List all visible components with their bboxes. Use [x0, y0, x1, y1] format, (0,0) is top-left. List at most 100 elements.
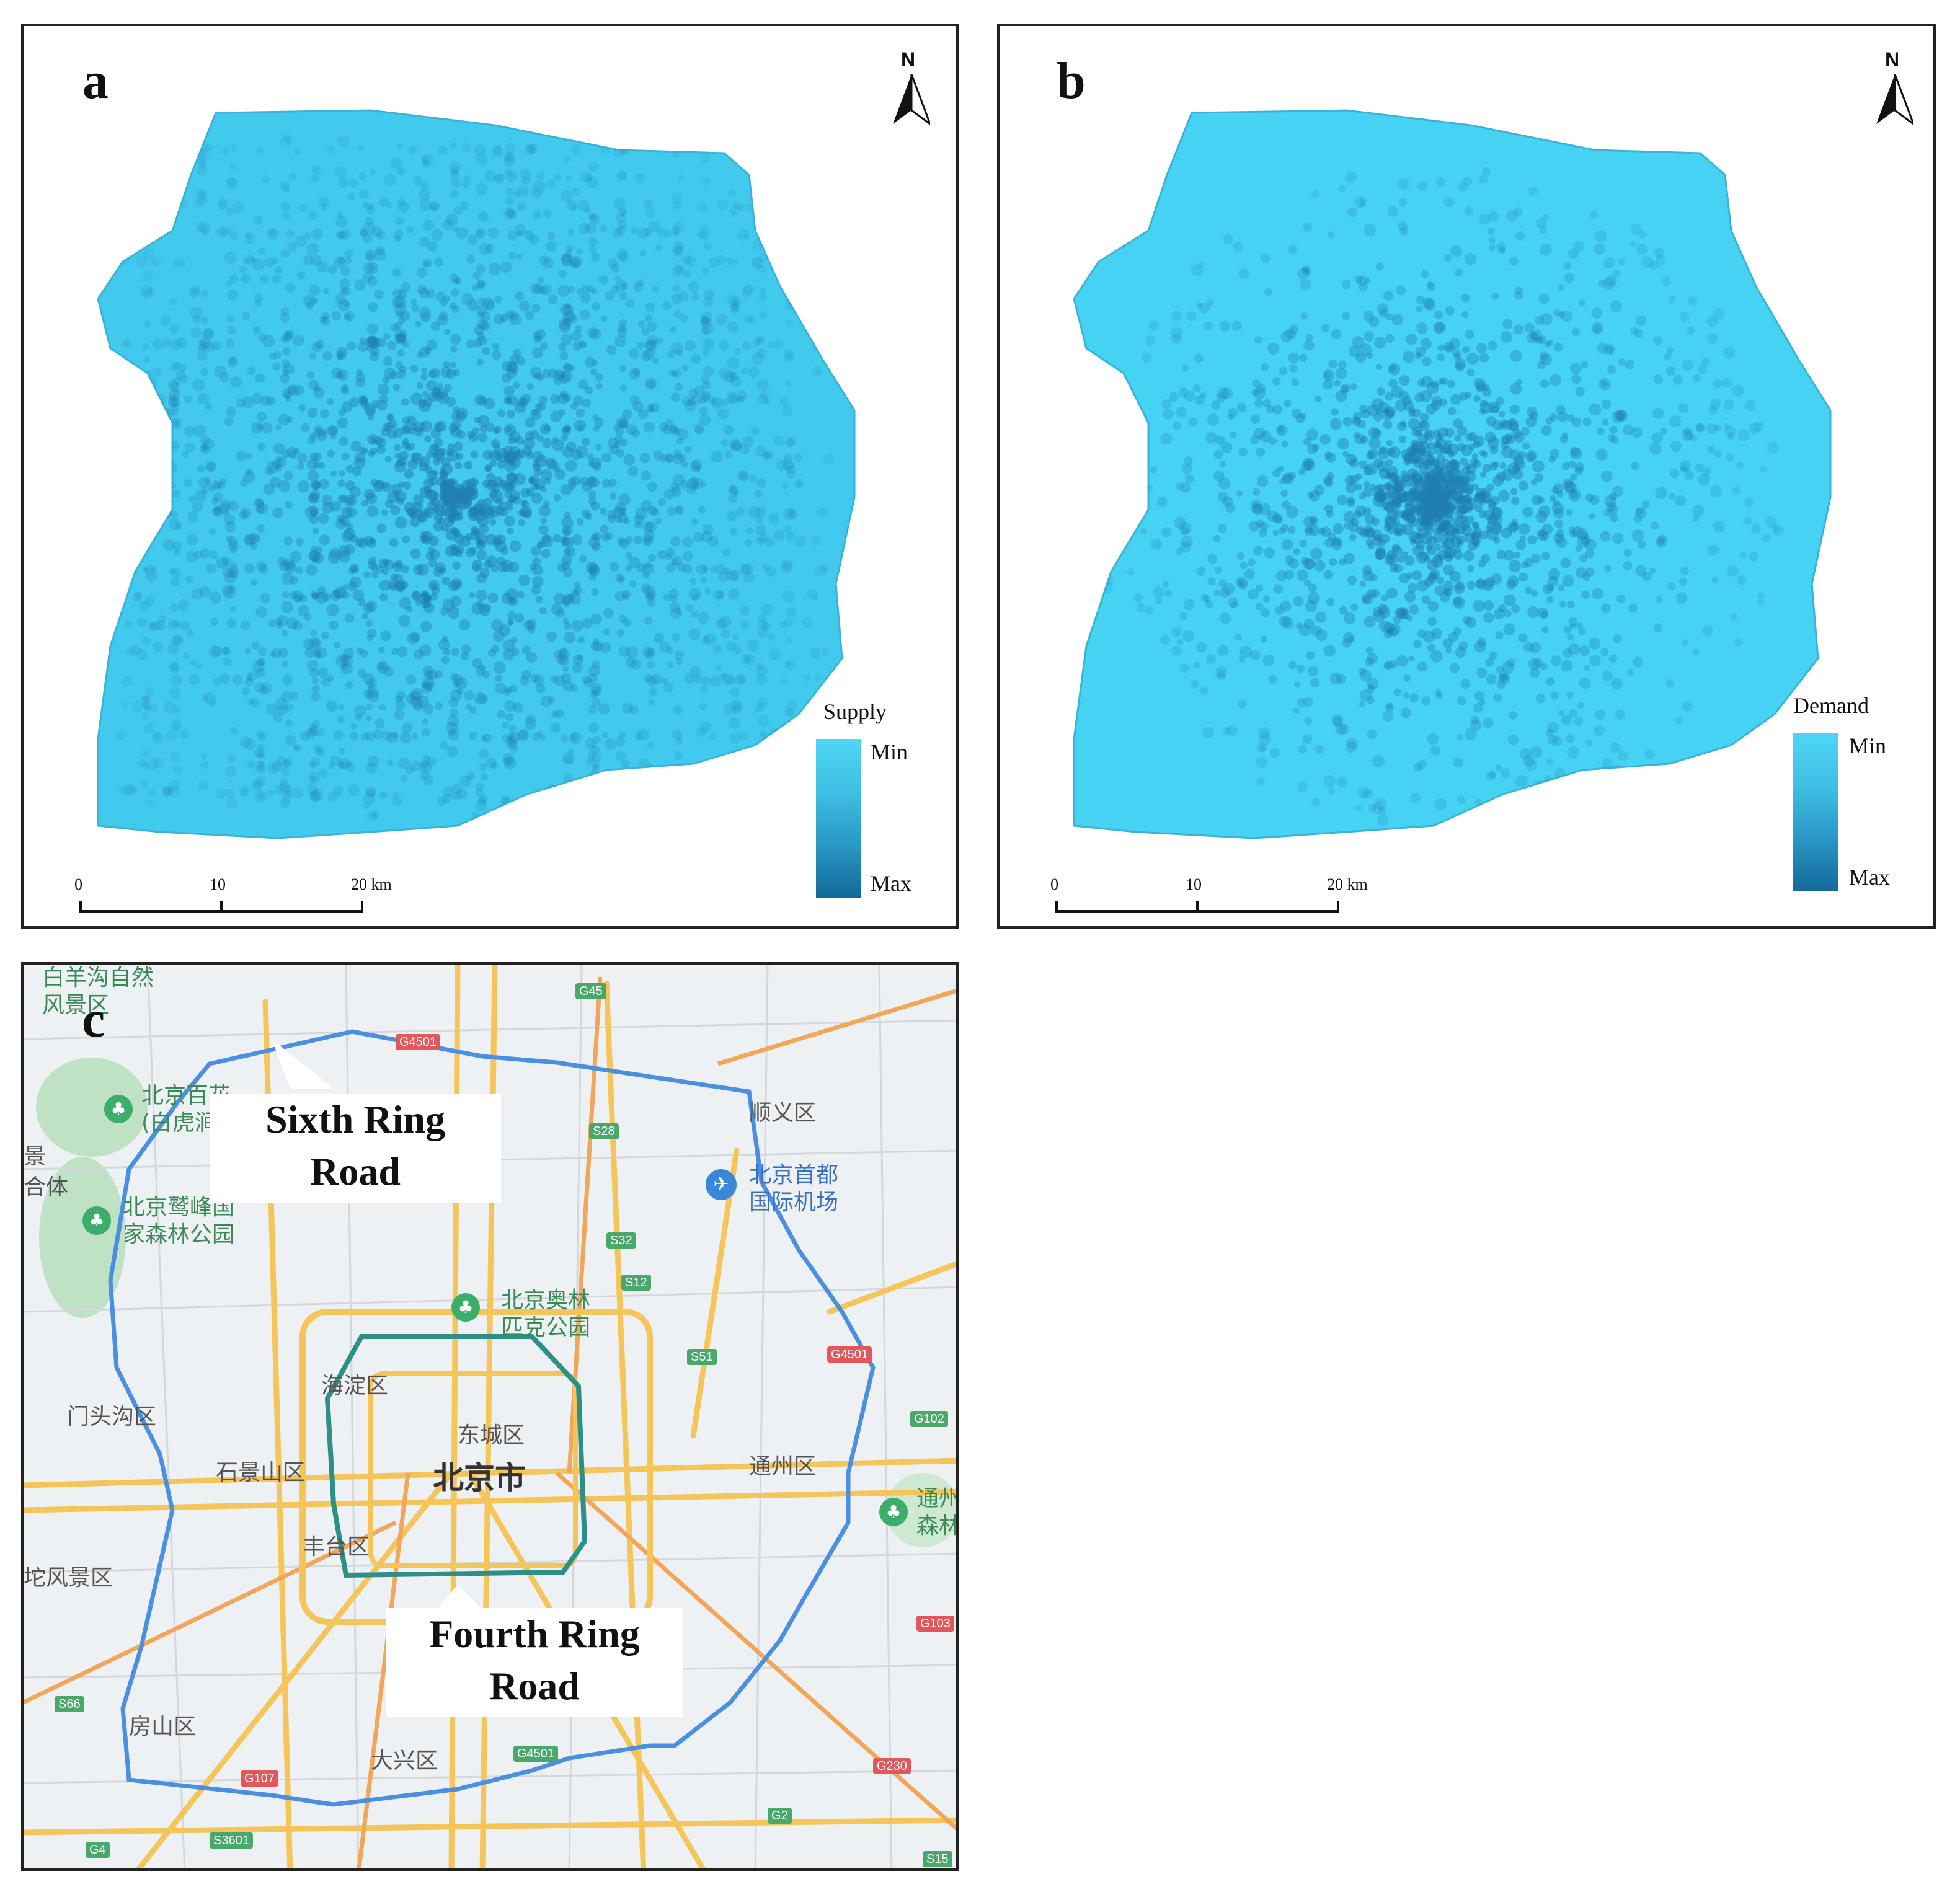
- density-dot: [329, 425, 339, 435]
- density-dot: [254, 790, 267, 803]
- density-dot: [1524, 322, 1535, 333]
- density-dot: [1381, 409, 1393, 421]
- density-dot: [1416, 490, 1424, 498]
- density-dot: [1178, 387, 1188, 397]
- density-dot: [343, 300, 350, 307]
- density-dot: [572, 588, 579, 596]
- density-dot: [588, 213, 595, 219]
- density-dot: [499, 314, 508, 323]
- density-dot: [456, 788, 468, 800]
- density-dot: [756, 348, 766, 359]
- density-dot: [588, 567, 596, 575]
- density-dot: [570, 733, 578, 741]
- density-dot: [1284, 569, 1295, 580]
- density-dot: [787, 787, 796, 795]
- density-dot: [320, 409, 329, 418]
- density-dot: [701, 317, 712, 329]
- density-dot: [1277, 465, 1284, 472]
- density-dot: [392, 562, 402, 572]
- density-dot: [1302, 557, 1315, 570]
- density-dot: [162, 538, 175, 551]
- density-dot: [366, 704, 373, 710]
- density-dot: [1173, 421, 1181, 430]
- density-dot: [1393, 523, 1406, 536]
- density-dot: [1196, 567, 1205, 577]
- density-dot: [1190, 679, 1199, 689]
- density-dot: [310, 775, 317, 782]
- density-dot: [1296, 665, 1305, 673]
- density-dot: [1504, 609, 1512, 617]
- density-dot: [507, 733, 515, 740]
- density-dot: [757, 626, 769, 638]
- density-dot: [560, 536, 571, 547]
- density-dot: [1545, 728, 1554, 737]
- density-dot: [1511, 519, 1518, 526]
- density-dot: [504, 490, 512, 498]
- density-dot: [562, 801, 571, 810]
- density-dot: [482, 449, 493, 461]
- density-dot: [1378, 606, 1391, 619]
- density-dot: [1510, 382, 1522, 395]
- density-dot: [1194, 394, 1205, 405]
- density-dot: [559, 303, 572, 316]
- density-dot: [309, 453, 319, 461]
- density-dot: [757, 172, 765, 180]
- density-dot: [717, 199, 729, 211]
- density-dot: [1198, 302, 1210, 314]
- density-dot: [139, 506, 148, 516]
- density-dot: [309, 668, 319, 678]
- density-dot: [398, 481, 405, 488]
- density-dot: [1571, 417, 1581, 427]
- density-dot: [1450, 394, 1461, 405]
- density-dot: [1510, 449, 1521, 461]
- density-dot: [1256, 743, 1266, 753]
- density-dot: [602, 479, 611, 488]
- density-dot: [1378, 402, 1390, 414]
- density-dot: [663, 682, 673, 692]
- density-dot: [675, 608, 682, 615]
- density-dot: [537, 402, 546, 412]
- density-dot: [509, 446, 520, 457]
- density-dot: [273, 712, 283, 722]
- density-dot: [308, 493, 318, 503]
- density-dot: [433, 567, 444, 577]
- panel-label: b: [1057, 52, 1086, 110]
- density-dot: [176, 337, 188, 348]
- density-dot: [1547, 575, 1559, 587]
- density-dot: [571, 534, 583, 546]
- density-dot: [280, 373, 290, 384]
- density-dot: [277, 557, 287, 567]
- density-dot: [408, 145, 417, 154]
- density-dot: [282, 591, 290, 599]
- density-dot: [486, 423, 495, 433]
- density-dot: [387, 759, 394, 766]
- density-dot: [518, 574, 530, 586]
- density-dot: [202, 342, 210, 350]
- density-dot: [1425, 544, 1432, 552]
- density-dot: [564, 631, 576, 643]
- density-dot: [426, 451, 433, 459]
- density-dot: [513, 190, 521, 198]
- density-dot: [1525, 416, 1537, 428]
- density-dot: [1737, 575, 1747, 585]
- density-dot: [327, 397, 334, 405]
- density-dot: [1628, 603, 1638, 613]
- density-dot: [647, 741, 654, 749]
- density-dot: [360, 229, 368, 237]
- density-dot: [737, 389, 747, 399]
- density-dot: [702, 780, 711, 789]
- density-dot: [652, 286, 659, 293]
- density-dot: [142, 219, 150, 227]
- density-dot: [305, 564, 317, 576]
- density-dot: [1512, 469, 1523, 480]
- density-dot: [1644, 749, 1655, 760]
- density-dot: [252, 325, 261, 334]
- density-dot: [363, 603, 374, 614]
- density-dot: [309, 505, 319, 516]
- density-dot: [116, 730, 126, 740]
- density-dot: [591, 542, 601, 552]
- density-dot: [416, 382, 423, 389]
- density-dot: [224, 252, 236, 264]
- density-dot: [213, 506, 221, 513]
- density-dot: [1287, 526, 1296, 534]
